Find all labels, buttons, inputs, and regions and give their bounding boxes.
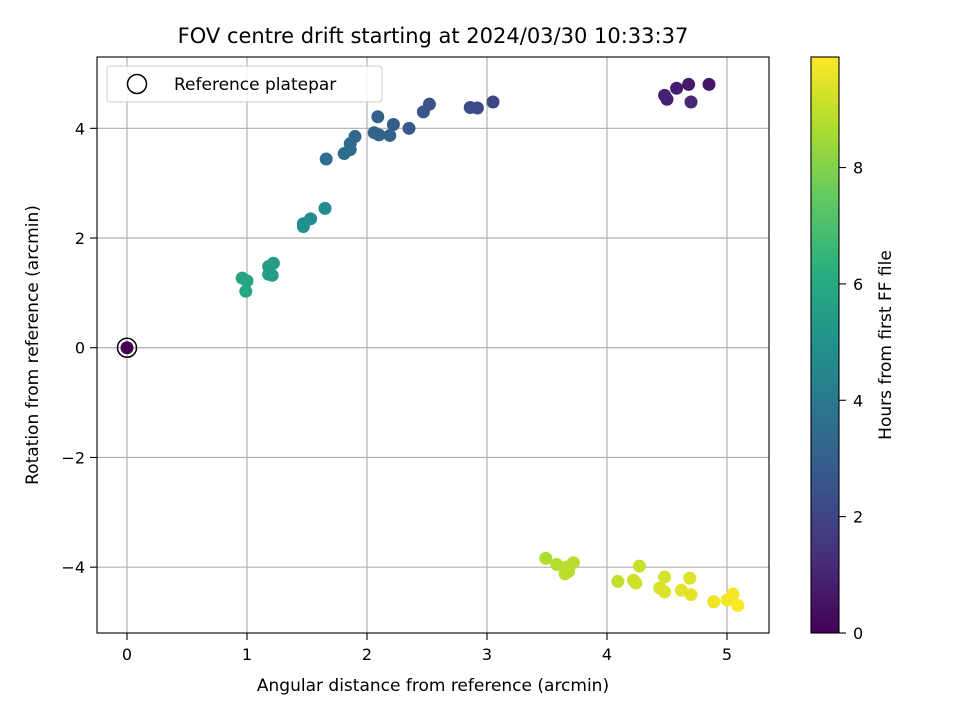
colorbar-tick-label: 2 xyxy=(853,508,863,527)
x-axis-ticks: 0 1 2 3 4 5 xyxy=(122,633,732,664)
data-point xyxy=(658,585,672,599)
legend: Reference platepar xyxy=(106,65,383,103)
y-tick-label: 0 xyxy=(75,339,85,358)
x-tick-label: 4 xyxy=(602,645,612,664)
data-point xyxy=(558,567,572,581)
y-axis-label: Rotation from reference (arcmin) xyxy=(23,205,43,485)
data-point xyxy=(682,77,696,91)
plot-frame xyxy=(96,56,770,634)
legend-entry: Reference platepar xyxy=(174,75,336,95)
data-point xyxy=(702,77,716,91)
colorbar-gradient xyxy=(811,57,839,633)
data-point xyxy=(707,595,721,609)
x-axis-label: Angular distance from reference (arcmin) xyxy=(257,676,609,696)
colorbar-tick-label: 8 xyxy=(853,159,863,178)
colorbar-tick-label: 4 xyxy=(853,391,863,410)
x-tick-label: 1 xyxy=(242,645,252,664)
data-point xyxy=(296,220,310,234)
data-point xyxy=(386,117,400,131)
data-point xyxy=(731,599,745,613)
data-point xyxy=(660,92,674,106)
colorbar-ticks: 0 2 4 6 8 xyxy=(839,159,863,643)
legend-marker-icon xyxy=(126,73,148,95)
y-axis-ticks: −4 −2 0 2 4 xyxy=(61,119,97,577)
data-point xyxy=(539,551,553,565)
colorbar: 0 2 4 6 8 Hours from first FF file xyxy=(810,56,896,643)
data-point xyxy=(371,110,385,124)
data-point xyxy=(486,95,500,109)
x-tick-label: 5 xyxy=(722,645,732,664)
y-tick-label: −2 xyxy=(61,448,85,467)
data-point xyxy=(240,274,254,288)
data-point xyxy=(670,81,684,95)
data-point xyxy=(629,576,643,590)
data-point xyxy=(683,571,697,585)
data-point xyxy=(383,128,397,142)
data-point xyxy=(684,95,698,109)
y-tick-label: −4 xyxy=(61,558,85,577)
x-tick-label: 2 xyxy=(362,645,372,664)
data-point xyxy=(265,268,279,282)
data-point xyxy=(402,121,416,135)
colorbar-tick-label: 6 xyxy=(853,275,863,294)
colorbar-tick-label: 0 xyxy=(853,624,863,643)
data-point xyxy=(611,574,625,588)
data-point xyxy=(632,559,646,573)
grid-lines xyxy=(97,57,769,633)
data-point xyxy=(337,147,351,161)
reference-data-point xyxy=(120,341,134,355)
legend-box xyxy=(106,65,383,103)
y-tick-label: 2 xyxy=(75,229,85,248)
data-point xyxy=(372,128,386,142)
data-point xyxy=(318,201,332,215)
data-point xyxy=(319,152,333,166)
chart-title: FOV centre drift starting at 2024/03/30 … xyxy=(178,24,689,48)
y-tick-label: 4 xyxy=(75,119,85,138)
colorbar-frame xyxy=(810,56,840,634)
x-tick-label: 0 xyxy=(122,645,132,664)
colorbar-label: Hours from first FF file xyxy=(876,250,896,440)
data-point xyxy=(658,570,672,584)
data-point xyxy=(416,105,430,119)
data-point xyxy=(726,587,740,601)
data-points xyxy=(116,77,745,613)
reference-platepar-marker xyxy=(116,337,138,358)
data-point xyxy=(684,588,698,602)
data-point xyxy=(239,284,253,298)
plot-area xyxy=(97,57,769,633)
data-point xyxy=(463,100,477,114)
x-tick-label: 3 xyxy=(482,645,492,664)
